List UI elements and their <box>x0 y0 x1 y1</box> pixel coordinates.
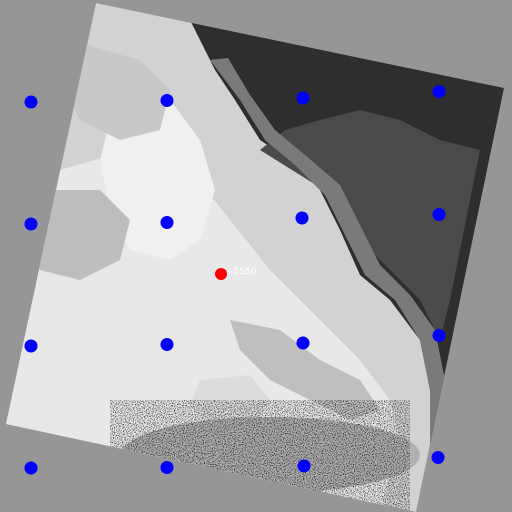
grid-marker[interactable] <box>24 217 38 231</box>
grid-marker[interactable] <box>296 336 310 350</box>
grid-marker[interactable] <box>24 461 38 475</box>
grid-marker[interactable] <box>296 91 310 105</box>
grid-marker[interactable] <box>297 459 311 473</box>
grid-marker[interactable] <box>432 329 446 342</box>
center-marker-label: +5550 <box>226 267 257 277</box>
grid-marker[interactable] <box>24 95 38 109</box>
medium-land-top <box>60 40 170 140</box>
grid-marker[interactable] <box>160 216 174 229</box>
center-marker[interactable] <box>215 268 227 280</box>
river-valley <box>230 320 380 420</box>
speckled-area <box>110 400 420 512</box>
gray-coast-band <box>210 58 445 512</box>
grid-marker[interactable] <box>24 339 38 353</box>
grid-marker[interactable] <box>160 94 174 107</box>
center-marker-group[interactable]: +5550 <box>215 267 257 280</box>
grid-marker[interactable] <box>295 211 309 225</box>
grid-marker[interactable] <box>432 85 446 98</box>
grid-markers <box>24 85 446 475</box>
grid-marker[interactable] <box>160 338 174 351</box>
grid-marker[interactable] <box>160 461 174 474</box>
grid-marker[interactable] <box>432 208 446 221</box>
grid-marker[interactable] <box>431 451 445 464</box>
